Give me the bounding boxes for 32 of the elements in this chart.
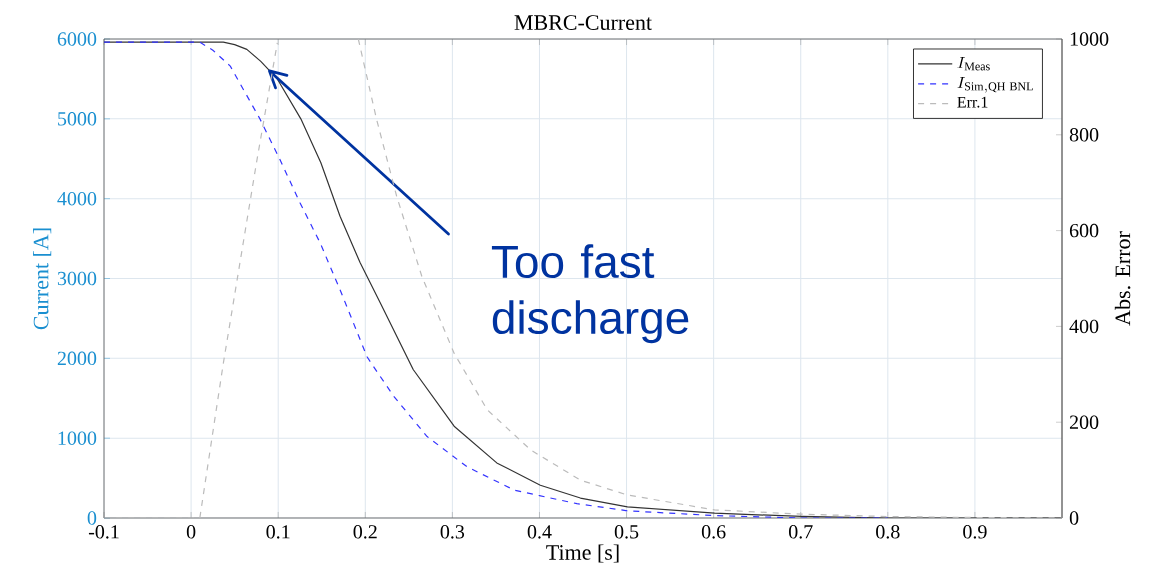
y-tick-label: 0 bbox=[87, 511, 97, 525]
y2-tick-label: 1000 bbox=[1070, 32, 1109, 46]
legend-label: $I_{\mathrm{Meas}}$ bbox=[957, 57, 990, 71]
annotation: Too fast discharge bbox=[491, 244, 689, 344]
x-tick-label: 0.6 bbox=[701, 525, 726, 539]
x-tick-label: 0.2 bbox=[353, 525, 377, 539]
x-tick-label: 0.1 bbox=[266, 525, 290, 539]
y2-tick-label: 800 bbox=[1069, 128, 1099, 142]
x-tick-label: 0.9 bbox=[963, 525, 987, 539]
y-axis-title: Current [A] bbox=[33, 228, 52, 330]
legend-label: $I_{\mathrm{Sim,QH\ BNL}}$ bbox=[957, 76, 1033, 93]
chart-title: MBRC-Current bbox=[514, 15, 652, 30]
y2-tick-label: 600 bbox=[1069, 223, 1099, 238]
y2-tick-label: 0 bbox=[1069, 511, 1079, 525]
y-tick-label: 5000 bbox=[58, 112, 97, 126]
y-tick-label: 1000 bbox=[58, 431, 97, 445]
x-axis-title: Time [s] bbox=[546, 544, 619, 563]
x-tick-label: 0.8 bbox=[876, 525, 900, 539]
x-tick-label: 0.4 bbox=[527, 525, 552, 539]
x-tick-label: 0.3 bbox=[440, 525, 465, 539]
y-tick-label: 3000 bbox=[57, 271, 97, 286]
y-tick-label: 6000 bbox=[57, 32, 97, 46]
x-tick-label: 0 bbox=[186, 525, 196, 539]
y2-axis-title: Abs. Error bbox=[1114, 231, 1131, 326]
y-tick-label: 4000 bbox=[57, 191, 97, 206]
x-tick-label: 0.7 bbox=[788, 525, 813, 539]
x-tick-label: 0.5 bbox=[614, 525, 639, 539]
x-tick-label: -0.1 bbox=[88, 525, 119, 539]
y2-tick-label: 200 bbox=[1069, 415, 1099, 429]
legend-label: Err.1 bbox=[957, 96, 988, 108]
y2-tick-label: 400 bbox=[1069, 319, 1099, 334]
y-tick-label: 2000 bbox=[57, 351, 97, 366]
